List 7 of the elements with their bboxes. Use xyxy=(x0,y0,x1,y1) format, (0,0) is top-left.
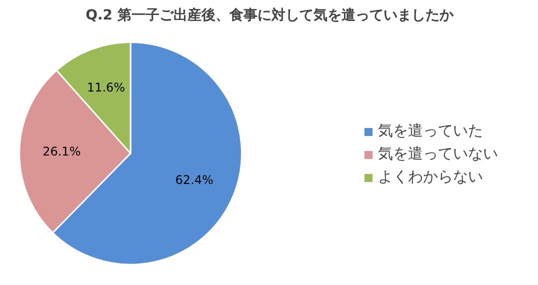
chart-title: Q.2 第一子ご出産後、食事に対して気を遣っていましたか xyxy=(86,6,454,24)
data-label: 26.1% xyxy=(42,144,81,159)
legend-label: よくわからない xyxy=(378,168,483,186)
legend-label: 気を遣っていた xyxy=(378,122,483,140)
legend-label: 気を遣っていない xyxy=(378,144,498,164)
data-label: 11.6% xyxy=(86,80,126,95)
data-label: 62.4% xyxy=(175,172,214,187)
